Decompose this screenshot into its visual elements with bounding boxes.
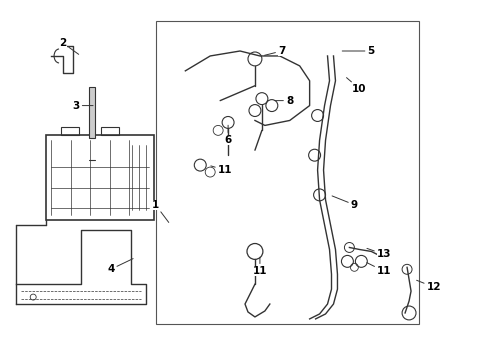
- Text: 11: 11: [252, 257, 266, 276]
- Text: 11: 11: [366, 262, 391, 276]
- Text: 13: 13: [366, 248, 391, 260]
- Text: 7: 7: [264, 46, 285, 56]
- Bar: [61, 127, 79, 135]
- Text: 3: 3: [72, 100, 93, 111]
- Bar: [46, 135, 153, 220]
- Text: 1: 1: [152, 200, 168, 222]
- Text: 11: 11: [210, 165, 232, 175]
- Bar: [101, 127, 119, 135]
- Text: 5: 5: [342, 46, 374, 56]
- Text: 4: 4: [107, 258, 133, 274]
- Bar: [155, 21, 418, 324]
- Text: 8: 8: [274, 96, 293, 105]
- Bar: [89, 87, 95, 138]
- Text: 10: 10: [346, 78, 366, 94]
- Text: 9: 9: [331, 196, 357, 210]
- Text: 12: 12: [416, 280, 440, 292]
- Text: 6: 6: [224, 125, 231, 145]
- Text: 2: 2: [59, 38, 79, 54]
